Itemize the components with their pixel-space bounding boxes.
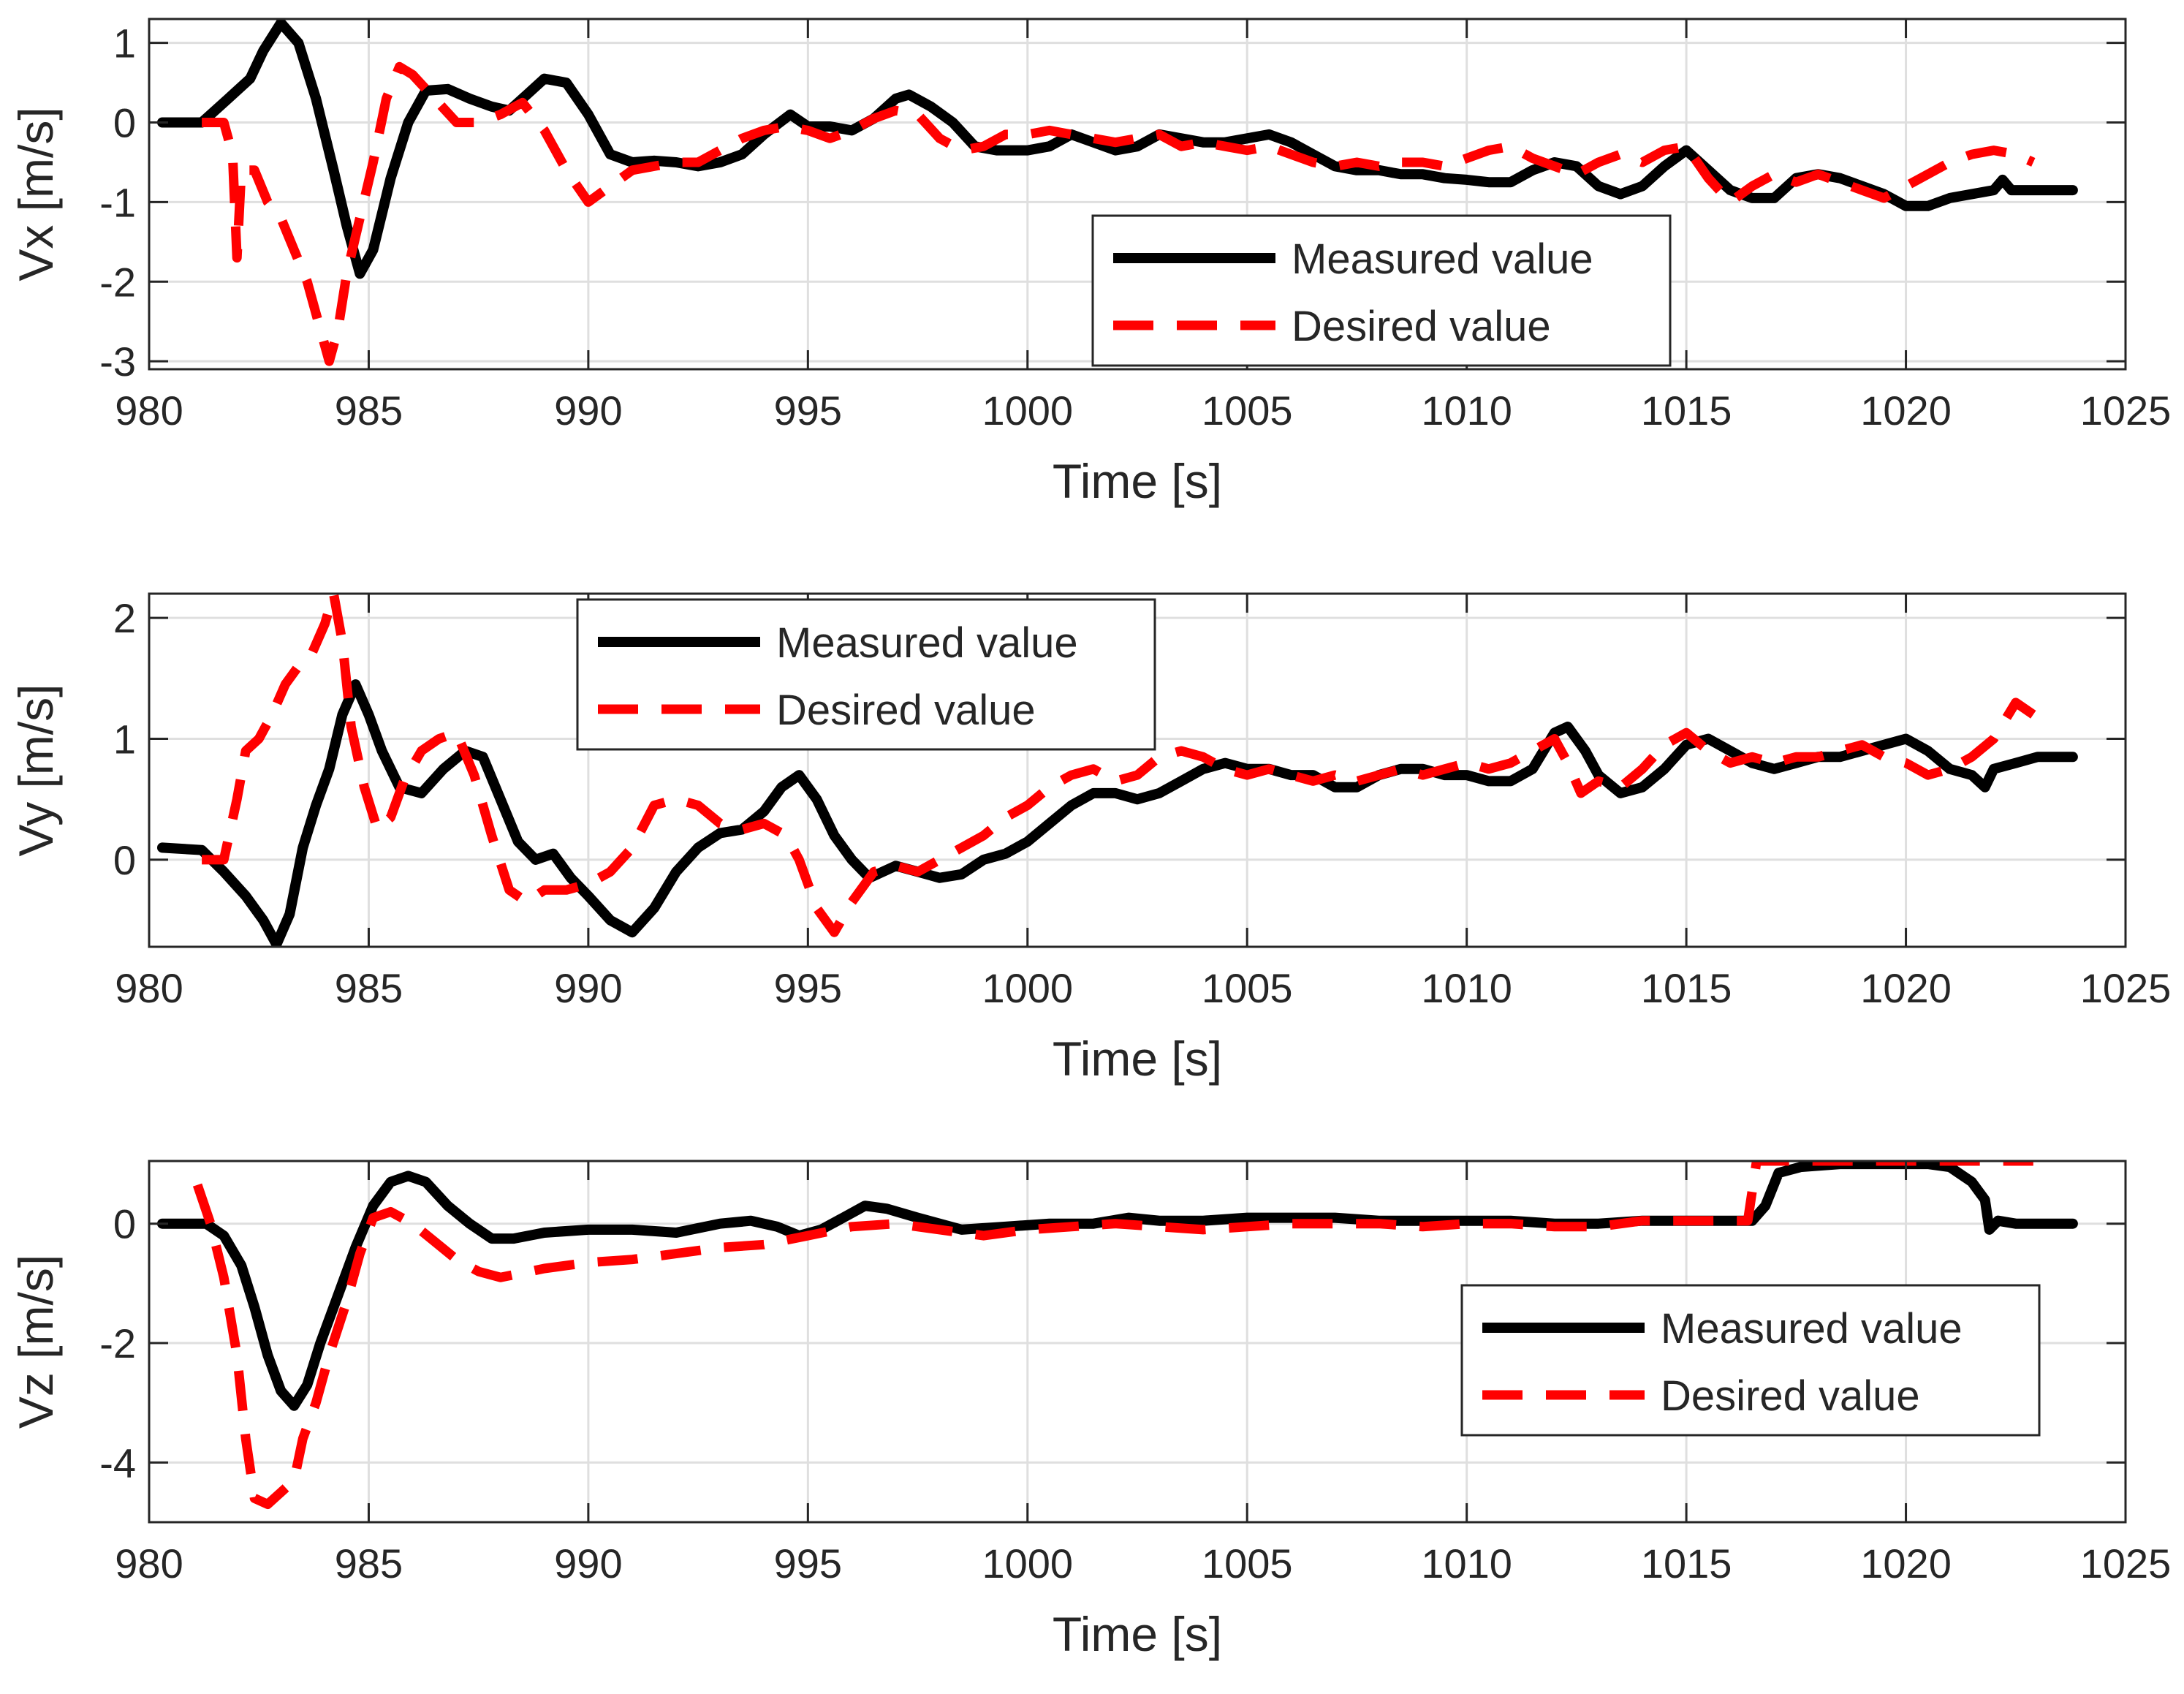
legend-entry-label: Measured value bbox=[1661, 1305, 1963, 1353]
legend-box bbox=[1091, 214, 1672, 367]
x-tick-label: 1010 bbox=[1421, 387, 1512, 434]
chart-vx: 980 985 990 995 1000 1005 1010 1015 1020 1025 -3 -2… bbox=[9, 18, 2172, 508]
legend: Measured value Desired value bbox=[1460, 1284, 2041, 1437]
panels: 980 985 990 995 1000 1005 1010 1015 1020 1025-3-2… bbox=[9, 18, 2172, 1661]
x-axis-label: Time [s] bbox=[1053, 1607, 1222, 1661]
x-tick-label: 1020 bbox=[1860, 965, 1952, 1011]
chart-vy: 980 985 990 995 1000 1005 1010 1015 1020 1025 0 1 2 T… bbox=[9, 592, 2172, 1086]
x-tick-label: 1015 bbox=[1641, 387, 1732, 434]
y-axis-label: Vx [m/s] bbox=[9, 107, 63, 281]
desired-value-line bbox=[202, 61, 2036, 366]
x-tick-label: 1025 bbox=[2080, 1540, 2172, 1587]
legend: Measured value Desired value bbox=[576, 598, 1156, 751]
legend-box bbox=[1460, 1284, 2041, 1437]
x-tick-label: 1005 bbox=[1202, 965, 1293, 1011]
x-tick-label: 995 bbox=[774, 1540, 842, 1587]
series-group bbox=[157, 594, 2078, 947]
series-group bbox=[157, 1161, 2078, 1509]
axes-frame bbox=[148, 1160, 2127, 1524]
x-tick-label: 1000 bbox=[982, 1540, 1073, 1587]
legend-entry-label: Measured value bbox=[776, 619, 1078, 667]
y-tick-label: 1 bbox=[113, 20, 136, 67]
legend-entry-label: Measured value bbox=[1292, 235, 1593, 283]
x-tick-label: 1015 bbox=[1641, 965, 1732, 1011]
axes-frame bbox=[148, 592, 2127, 948]
x-tick-label: 985 bbox=[335, 387, 403, 434]
x-tick-label: 1010 bbox=[1421, 965, 1512, 1011]
x-tick-label: 1020 bbox=[1860, 387, 1952, 434]
y-axis-label: Vz [m/s] bbox=[9, 1255, 63, 1429]
desired-value-line bbox=[202, 594, 2036, 937]
x-tick-label: 1020 bbox=[1860, 1540, 1952, 1587]
desired-value-line bbox=[192, 1161, 2033, 1509]
y-tick-label: 0 bbox=[113, 1201, 136, 1247]
x-axis-label: Time [s] bbox=[1053, 1032, 1222, 1086]
y-tick-label: -3 bbox=[99, 339, 136, 385]
y-tick-label: 1 bbox=[113, 716, 136, 762]
x-axis-label: Time [s] bbox=[1053, 454, 1222, 508]
x-tick-label: 1015 bbox=[1641, 1540, 1732, 1587]
x-tick-label: 985 bbox=[335, 965, 403, 1011]
y-tick-label: -1 bbox=[99, 179, 136, 225]
measured-value-line bbox=[157, 1161, 2078, 1411]
legend-entry-label: Desired value bbox=[1292, 303, 1551, 350]
y-tick-label: 0 bbox=[113, 837, 136, 883]
x-tick-label: 1025 bbox=[2080, 965, 2172, 1011]
y-tick-label: 0 bbox=[113, 100, 136, 146]
x-tick-label: 980 bbox=[115, 965, 183, 1011]
x-tick-label: 980 bbox=[115, 1540, 183, 1587]
legend-entry-label: Desired value bbox=[1661, 1372, 1920, 1420]
x-tick-label: 990 bbox=[554, 965, 622, 1011]
x-tick-label: 990 bbox=[554, 387, 622, 434]
legend: Measured value Desired value bbox=[1091, 214, 1672, 367]
x-tick-label: 1000 bbox=[982, 965, 1073, 1011]
legend-box bbox=[576, 598, 1156, 751]
x-tick-label: 1000 bbox=[982, 387, 1073, 434]
x-tick-label: 1005 bbox=[1202, 1540, 1293, 1587]
y-tick-label: -4 bbox=[99, 1440, 136, 1486]
x-tick-label: 985 bbox=[335, 1540, 403, 1587]
x-tick-label: 1005 bbox=[1202, 387, 1293, 434]
x-tick-label: 1010 bbox=[1421, 1540, 1512, 1587]
y-tick-label: -2 bbox=[99, 1320, 136, 1366]
y-tick-label: 2 bbox=[113, 595, 136, 641]
x-tick-label: 980 bbox=[115, 387, 183, 434]
measured-value-line bbox=[157, 679, 2078, 947]
axes-frame bbox=[148, 18, 2127, 371]
x-tick-label: 1025 bbox=[2080, 387, 2172, 434]
x-tick-label: 990 bbox=[554, 1540, 622, 1587]
series-group bbox=[157, 19, 2078, 366]
x-tick-label: 995 bbox=[774, 387, 842, 434]
chart-vz: 980 985 990 995 1000 1005 1010 1015 1020 1025 -4 -2… bbox=[9, 1160, 2172, 1661]
y-tick-label: -2 bbox=[99, 259, 136, 305]
y-axis-label: Vy [m/s] bbox=[9, 684, 63, 857]
legend-entry-label: Desired value bbox=[776, 687, 1036, 734]
x-tick-label: 995 bbox=[774, 965, 842, 1011]
